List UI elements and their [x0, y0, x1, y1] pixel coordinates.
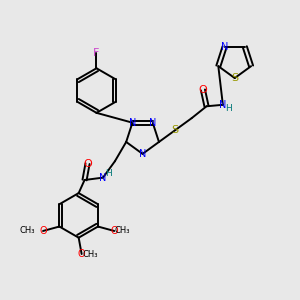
Text: O: O — [83, 159, 92, 169]
Text: H: H — [106, 169, 112, 178]
Text: N: N — [129, 118, 136, 128]
Text: N: N — [221, 42, 228, 52]
Text: N: N — [149, 118, 156, 128]
Text: S: S — [172, 125, 179, 135]
Text: N: N — [219, 100, 226, 110]
Text: S: S — [231, 73, 238, 83]
Text: O: O — [78, 249, 86, 259]
Text: CH₃: CH₃ — [19, 226, 35, 236]
Text: F: F — [93, 48, 100, 59]
Text: CH₃: CH₃ — [82, 250, 98, 259]
Text: N: N — [99, 172, 107, 183]
Text: N: N — [139, 149, 146, 159]
Text: O: O — [110, 226, 118, 236]
Text: O: O — [199, 85, 207, 95]
Text: O: O — [39, 226, 47, 236]
Text: CH₃: CH₃ — [115, 226, 130, 236]
Text: H: H — [225, 104, 232, 113]
